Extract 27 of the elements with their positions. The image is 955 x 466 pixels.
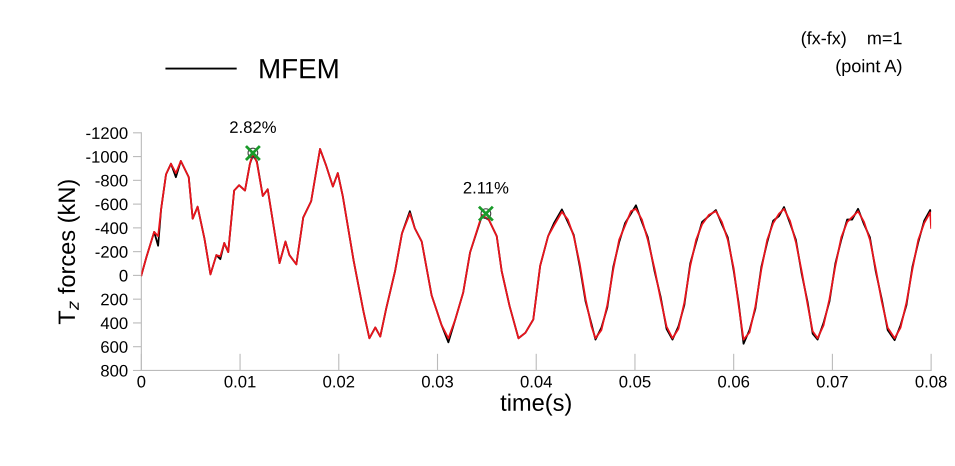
y-tick-label: -600 (96, 198, 128, 210)
x-axis-title: time(s) (500, 394, 571, 416)
y-tick-label: -1200 (86, 127, 128, 140)
y-tick-label: 800 (101, 364, 128, 377)
x-tick-label: 0 (137, 376, 146, 388)
y-tick-label: -1000 (86, 150, 128, 163)
x-tick-label: 0.08 (916, 376, 947, 388)
y-tick-label: 600 (101, 341, 128, 353)
y-tick-label: 200 (101, 294, 128, 306)
x-tick-label: 0.01 (224, 376, 256, 388)
y-tick-label: -200 (96, 246, 128, 258)
y-axis-title: T$_{z}$ forces (kN) (58, 180, 80, 324)
y-tick-label: -800 (96, 174, 128, 187)
x-tick-label: 0.06 (718, 376, 750, 388)
x-tick-label: 0.02 (323, 376, 354, 388)
x-tick-label: 0.03 (422, 376, 453, 388)
annotation: 2.11% (464, 182, 508, 194)
legend-label: MFEM (260, 59, 338, 78)
y-tick-label: -400 (96, 222, 128, 234)
x-tick-label: 0.07 (816, 376, 848, 388)
annotation: 2.82% (230, 121, 276, 134)
y-tick-label: 400 (100, 317, 128, 330)
x-tick-label: 0.05 (619, 376, 650, 388)
y-tick-label: 0 (120, 270, 128, 282)
text: (point A) (836, 59, 902, 76)
x-tick-label: 0.04 (520, 376, 552, 388)
text: (fx-fx) m=1 (802, 31, 902, 48)
